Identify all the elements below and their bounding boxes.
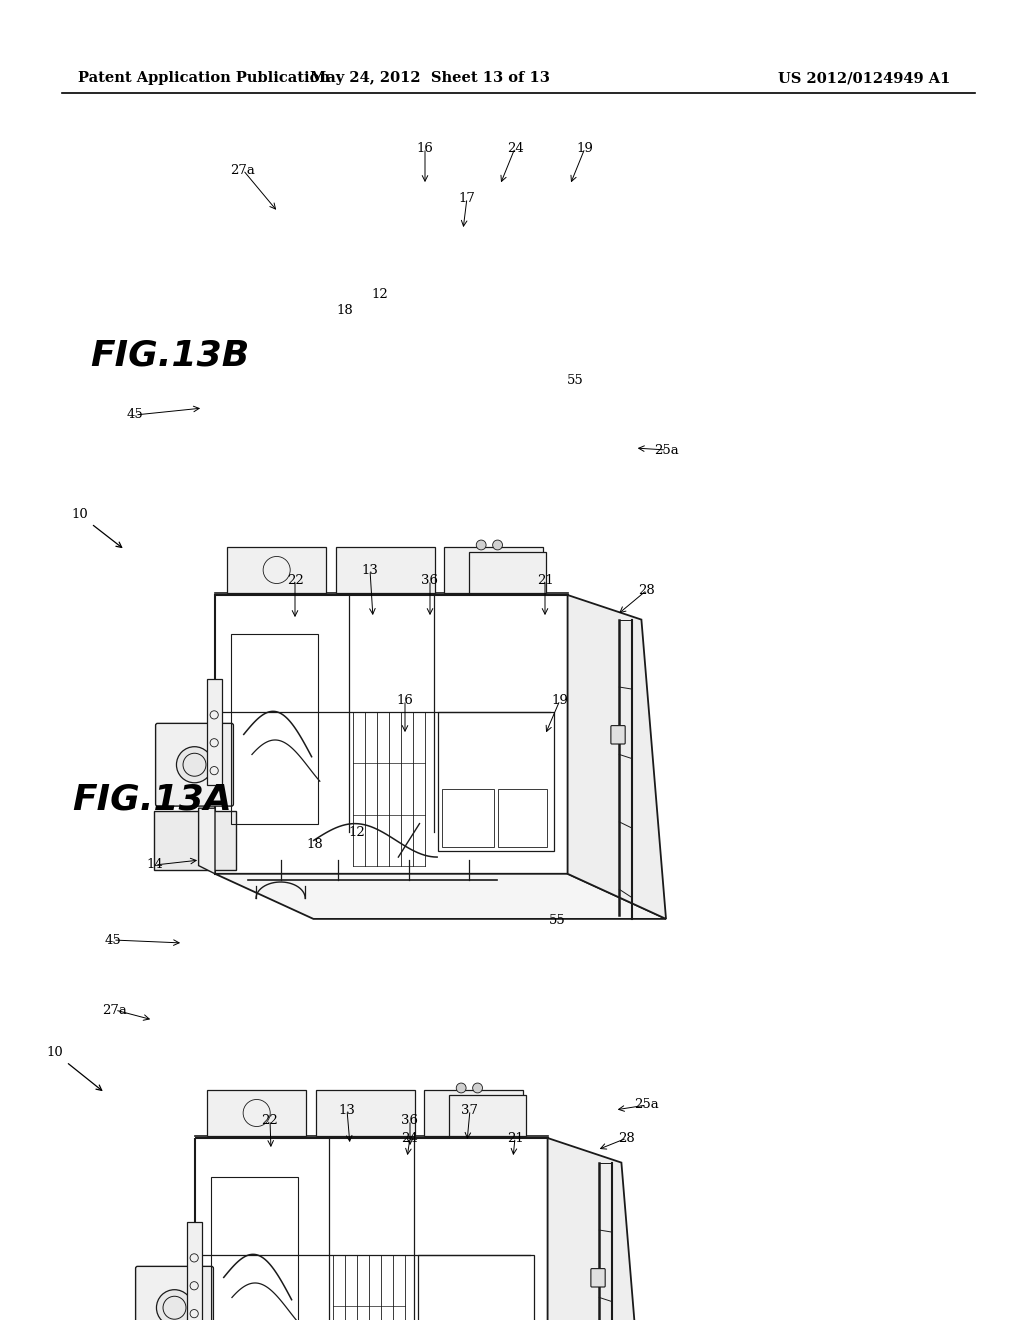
- Text: US 2012/0124949 A1: US 2012/0124949 A1: [777, 71, 950, 84]
- Polygon shape: [199, 808, 215, 874]
- Bar: [186, 1221, 202, 1320]
- Polygon shape: [567, 595, 666, 919]
- Polygon shape: [215, 874, 666, 919]
- Text: 22: 22: [261, 1114, 279, 1126]
- Text: 36: 36: [422, 573, 438, 586]
- Text: 36: 36: [401, 1114, 419, 1126]
- Bar: [315, 1090, 415, 1135]
- Text: 10: 10: [47, 1047, 101, 1090]
- Text: 45: 45: [104, 933, 122, 946]
- Text: 17: 17: [459, 191, 475, 205]
- FancyBboxPatch shape: [156, 723, 233, 807]
- Text: 14: 14: [146, 858, 164, 871]
- Text: 13: 13: [361, 564, 379, 577]
- Bar: [207, 1090, 306, 1135]
- Bar: [441, 789, 495, 847]
- Text: 28: 28: [618, 1131, 635, 1144]
- Bar: [227, 548, 326, 593]
- Text: 21: 21: [537, 573, 553, 586]
- Bar: [444, 548, 543, 593]
- Bar: [499, 789, 547, 847]
- Bar: [437, 711, 554, 851]
- Text: 37: 37: [462, 1104, 478, 1117]
- Circle shape: [157, 1290, 193, 1320]
- Bar: [418, 1255, 535, 1320]
- Text: 28: 28: [639, 583, 655, 597]
- Text: 21: 21: [507, 1131, 523, 1144]
- Circle shape: [176, 747, 213, 783]
- Circle shape: [493, 540, 503, 550]
- Text: May 24, 2012  Sheet 13 of 13: May 24, 2012 Sheet 13 of 13: [310, 71, 550, 84]
- Text: 10: 10: [72, 508, 122, 548]
- Text: 24: 24: [507, 141, 523, 154]
- Text: 55: 55: [566, 374, 584, 387]
- Bar: [469, 552, 547, 593]
- Text: FIG.13A: FIG.13A: [72, 783, 231, 817]
- Bar: [154, 810, 236, 870]
- Text: 45: 45: [127, 408, 143, 421]
- Polygon shape: [548, 1138, 646, 1320]
- Text: 25a: 25a: [654, 444, 679, 457]
- Text: 25a: 25a: [635, 1098, 659, 1111]
- FancyBboxPatch shape: [591, 1269, 605, 1287]
- Text: 13: 13: [339, 1104, 355, 1117]
- Text: 16: 16: [417, 141, 433, 154]
- Text: FIG.13B: FIG.13B: [90, 338, 249, 372]
- Circle shape: [476, 540, 486, 550]
- Text: 18: 18: [306, 838, 324, 851]
- Bar: [211, 1177, 298, 1320]
- Text: 24: 24: [401, 1131, 419, 1144]
- Text: 27a: 27a: [102, 1003, 127, 1016]
- FancyBboxPatch shape: [135, 1266, 213, 1320]
- Bar: [231, 634, 317, 824]
- FancyBboxPatch shape: [611, 726, 626, 744]
- Text: 16: 16: [396, 693, 414, 706]
- Circle shape: [473, 1082, 482, 1093]
- Text: 27a: 27a: [230, 164, 255, 177]
- Text: 19: 19: [577, 141, 594, 154]
- Text: 22: 22: [287, 573, 303, 586]
- Text: 55: 55: [549, 913, 565, 927]
- Text: 19: 19: [552, 693, 568, 706]
- Circle shape: [457, 1082, 466, 1093]
- Bar: [336, 548, 434, 593]
- Text: 12: 12: [348, 825, 366, 838]
- Text: 18: 18: [337, 304, 353, 317]
- Bar: [424, 1090, 523, 1135]
- Bar: [449, 1094, 526, 1135]
- Text: 12: 12: [372, 289, 388, 301]
- Text: Patent Application Publication: Patent Application Publication: [78, 71, 330, 84]
- Bar: [207, 678, 221, 784]
